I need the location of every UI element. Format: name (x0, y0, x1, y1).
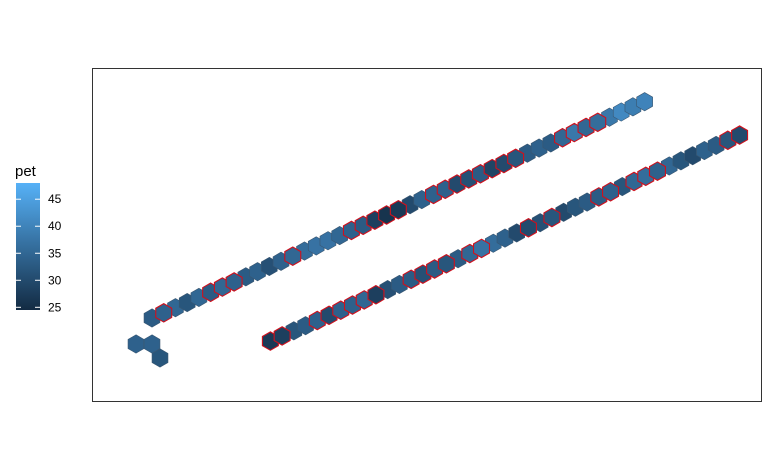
hex-cell (472, 238, 491, 259)
hex-cell (589, 112, 607, 133)
hex-cell (602, 181, 620, 202)
legend-ticks: 25 30 35 40 45 (16, 192, 62, 314)
legend-tick-label: 30 (48, 273, 62, 287)
color-legend: pet 25 30 35 40 45 (15, 163, 62, 314)
hex-cell (273, 326, 291, 346)
hex-cell (437, 254, 455, 274)
hex-cell (225, 272, 243, 292)
legend-tick-label: 45 (48, 192, 62, 206)
hex-cell (519, 217, 537, 238)
hex-cell (284, 246, 302, 267)
legend-tick-label: 40 (48, 219, 62, 233)
hex-cell (151, 348, 169, 368)
hex-cell (155, 303, 173, 323)
hex-cell (648, 161, 666, 181)
legend-tick-label: 35 (48, 246, 62, 260)
hex-layer (127, 92, 749, 368)
legend-colorbar (16, 183, 40, 310)
legend-title: pet (15, 163, 37, 180)
legend-tick-label: 25 (48, 300, 62, 314)
hex-cell (507, 148, 525, 169)
hex-cell (543, 207, 561, 228)
hex-cell (731, 125, 749, 145)
hex-cell (367, 284, 385, 305)
hex-cell (389, 200, 407, 220)
hex-cell (636, 92, 653, 112)
plot-panel (92, 68, 762, 402)
